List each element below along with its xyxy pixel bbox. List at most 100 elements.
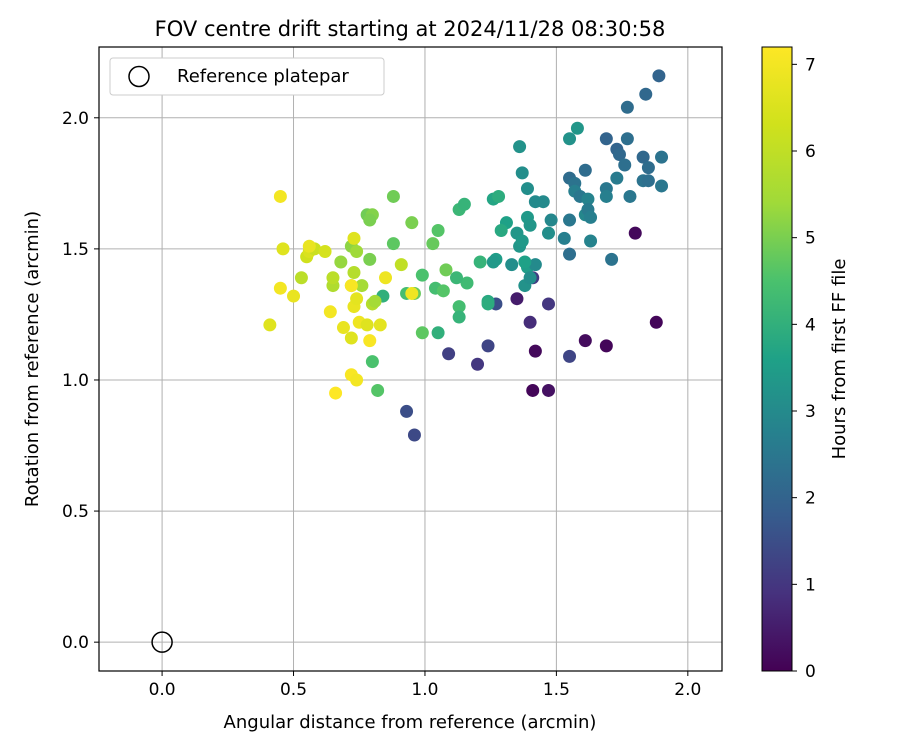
colorbar-tick-label: 2: [805, 489, 816, 509]
data-point: [528, 258, 542, 272]
colorbar-tick-label: 0: [805, 662, 816, 682]
data-points: [263, 69, 669, 442]
chart-title: FOV centre drift starting at 2024/11/28 …: [155, 17, 666, 41]
colorbar-tick-label: 6: [805, 142, 816, 162]
data-point: [334, 255, 348, 269]
data-point: [513, 140, 527, 154]
colorbar: 0 1 2 3 4 5 6 7 Hours from first FF file: [761, 46, 850, 682]
data-point: [400, 404, 414, 418]
data-point: [318, 245, 332, 259]
data-point: [436, 284, 450, 298]
data-point: [350, 245, 364, 259]
data-point: [542, 297, 556, 311]
data-point: [523, 315, 537, 329]
data-point: [329, 386, 343, 400]
y-tick-label: 1.0: [62, 371, 89, 391]
data-point: [363, 213, 377, 227]
data-point: [287, 289, 301, 303]
colorbar-gradient: [761, 46, 793, 672]
colorbar-ticks: 0 1 2 3 4 5 6 7: [792, 55, 816, 682]
x-tick-label: 1.0: [411, 680, 438, 700]
data-point: [599, 189, 613, 203]
data-point: [450, 271, 464, 285]
data-point: [641, 161, 655, 175]
x-tick-label: 1.5: [543, 680, 570, 700]
data-point: [365, 355, 379, 369]
data-point: [563, 349, 577, 363]
data-point: [431, 326, 445, 340]
y-tick-label: 1.5: [62, 240, 89, 260]
data-point: [336, 321, 350, 335]
data-point: [636, 150, 650, 164]
data-point: [492, 189, 506, 203]
data-point: [386, 237, 400, 251]
legend-reference-marker: [128, 65, 150, 88]
data-point: [494, 224, 508, 238]
data-point: [457, 197, 471, 211]
data-point: [276, 242, 290, 256]
legend-label: Reference platepar: [177, 66, 349, 87]
data-point: [426, 237, 440, 251]
data-point: [405, 286, 419, 300]
data-point: [563, 213, 577, 227]
data-point: [610, 171, 624, 185]
data-point: [415, 268, 429, 282]
data-point: [655, 150, 669, 164]
data-point: [628, 226, 642, 240]
legend: Reference platepar: [109, 57, 385, 96]
data-point: [431, 224, 445, 238]
data-point: [620, 100, 634, 114]
data-point: [578, 334, 592, 348]
y-axis-ticks: 0.0 0.5 1.0 1.5 2.0: [62, 109, 99, 653]
data-point: [623, 189, 637, 203]
colorbar-tick-label: 3: [805, 402, 816, 422]
data-point: [528, 344, 542, 358]
data-point: [515, 234, 529, 248]
data-point: [394, 258, 408, 272]
data-point: [452, 310, 466, 324]
data-point: [294, 271, 308, 285]
data-point: [563, 132, 577, 146]
data-point: [373, 318, 387, 332]
data-point: [542, 383, 556, 397]
reference-point: [151, 631, 173, 653]
data-point: [544, 213, 558, 227]
data-point: [363, 252, 377, 266]
data-point: [471, 357, 485, 371]
data-point: [407, 428, 421, 442]
x-tick-label: 0.5: [280, 680, 307, 700]
data-point: [612, 147, 626, 161]
data-point: [368, 294, 382, 308]
data-point: [570, 121, 584, 135]
data-point: [557, 231, 571, 245]
data-point: [326, 271, 340, 285]
data-point: [460, 276, 474, 290]
colorbar-tick-label: 4: [805, 315, 816, 335]
data-point: [505, 258, 519, 272]
data-point: [649, 315, 663, 329]
data-point: [473, 255, 487, 269]
data-point: [515, 166, 529, 180]
data-point: [355, 279, 369, 293]
data-point: [439, 263, 453, 277]
data-point: [263, 318, 277, 332]
data-point: [510, 292, 524, 306]
x-tick-label: 2.0: [674, 680, 701, 700]
data-point: [652, 69, 666, 83]
data-point: [350, 292, 364, 306]
y-tick-label: 2.0: [62, 109, 89, 129]
data-point: [481, 339, 495, 353]
plot-frame: [98, 46, 723, 672]
data-point: [639, 87, 653, 101]
data-point: [371, 383, 385, 397]
data-point: [641, 174, 655, 188]
x-tick-label: 0.0: [149, 680, 176, 700]
data-point: [302, 239, 316, 253]
colorbar-tick-label: 7: [805, 55, 816, 75]
reference-marker: [151, 631, 173, 653]
data-point: [350, 373, 364, 387]
data-point: [347, 265, 361, 279]
data-point: [360, 318, 374, 332]
data-point: [605, 252, 619, 266]
